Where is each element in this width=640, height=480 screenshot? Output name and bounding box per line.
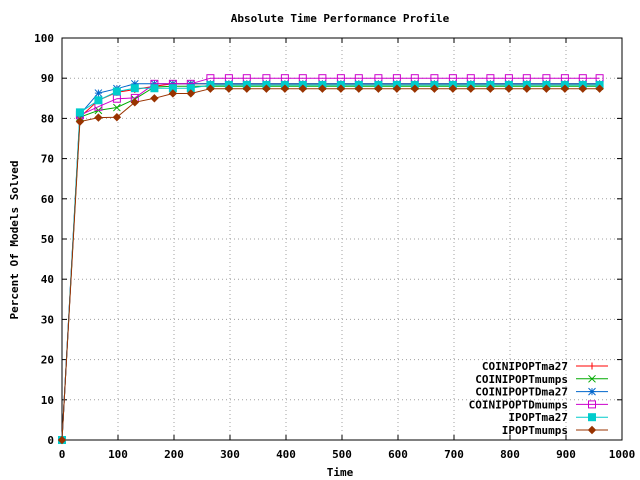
x-tick-label: 400	[276, 448, 296, 461]
data-point	[318, 84, 327, 93]
legend-swatch-marker	[588, 362, 596, 370]
legend-item: IPOPTma27	[508, 411, 608, 424]
data-point	[75, 117, 85, 126]
legend: COINIPOPTma27COINIPOPTmumpsCOINIPOPTDma2…	[469, 360, 608, 437]
x-tick-label: 600	[388, 448, 408, 461]
data-point	[466, 84, 476, 93]
y-tick-label: 30	[41, 313, 54, 326]
data-point	[94, 96, 103, 105]
x-tick-label: 0	[59, 448, 66, 461]
x-tick-label: 200	[164, 448, 184, 461]
x-tick-label: 800	[500, 448, 520, 461]
legend-item: COINIPOPTmumps	[475, 373, 608, 386]
legend-swatch-marker	[588, 374, 596, 383]
y-tick-label: 40	[41, 273, 54, 286]
data-point	[354, 84, 364, 93]
data-point	[57, 435, 67, 445]
data-point	[94, 89, 103, 97]
data-point	[298, 84, 308, 93]
data-point	[150, 94, 159, 103]
data-point	[75, 108, 84, 117]
legend-label: IPOPTmumps	[502, 424, 568, 437]
data-point	[224, 84, 234, 93]
data-point	[522, 84, 532, 93]
x-tick-label: 700	[444, 448, 464, 461]
data-point	[542, 84, 551, 93]
legend-item: COINIPOPTDma27	[475, 386, 608, 399]
data-point	[130, 79, 139, 88]
legend-item: COINIPOPTma27	[482, 360, 608, 373]
legend-swatch-marker	[588, 413, 596, 422]
data-point	[392, 84, 402, 93]
legend-label: COINIPOPTDma27	[475, 386, 568, 399]
data-point	[242, 84, 252, 93]
x-tick-label: 900	[556, 448, 576, 461]
legend-label: COINIPOPTma27	[482, 360, 568, 373]
y-tick-label: 70	[41, 153, 54, 166]
data-point	[262, 84, 271, 93]
legend-swatch-marker	[587, 425, 597, 435]
y-axis-label: Percent Of Models Solved	[8, 161, 21, 320]
y-tick-label: 50	[41, 233, 54, 246]
y-tick-label: 90	[41, 72, 54, 85]
y-tick-label: 80	[41, 112, 54, 125]
legend-swatch-marker	[588, 400, 596, 409]
data-point	[560, 84, 570, 93]
data-point	[150, 84, 159, 93]
legend-label: IPOPTma27	[508, 411, 568, 424]
data-point	[448, 84, 458, 93]
data-point	[280, 84, 290, 93]
data-point	[410, 84, 420, 93]
data-point	[112, 87, 121, 96]
data-point	[595, 84, 604, 93]
y-tick-label: 100	[34, 32, 54, 45]
data-point	[113, 103, 121, 112]
data-point	[430, 84, 439, 93]
data-point	[130, 84, 139, 93]
x-axis-label: Time	[327, 466, 354, 479]
y-tick-label: 20	[41, 354, 54, 367]
legend-label: COINIPOPTmumps	[475, 373, 568, 386]
legend-item: COINIPOPTDmumps	[469, 398, 608, 411]
data-point	[186, 89, 196, 98]
y-tick-label: 0	[47, 434, 54, 447]
x-tick-label: 100	[108, 448, 128, 461]
data-point	[578, 84, 588, 93]
legend-label: COINIPOPTDmumps	[469, 398, 568, 411]
y-tick-label: 60	[41, 193, 54, 206]
data-point	[374, 84, 383, 93]
series-IPOPTmumps	[57, 84, 604, 445]
x-tick-label: 1000	[609, 448, 636, 461]
data-point	[112, 112, 122, 122]
chart-title: Absolute Time Performance Profile	[231, 12, 450, 25]
data-point	[336, 84, 346, 93]
data-point	[486, 84, 495, 93]
y-tick-label: 10	[41, 394, 54, 407]
data-point	[206, 84, 215, 93]
x-tick-label: 500	[332, 448, 352, 461]
data-point	[94, 113, 103, 122]
data-point	[168, 89, 178, 98]
series-layer	[57, 74, 604, 445]
data-point	[130, 98, 140, 107]
data-point	[504, 84, 514, 93]
legend-item: IPOPTmumps	[502, 424, 608, 437]
legend-swatch-marker	[588, 387, 596, 396]
x-tick-label: 300	[220, 448, 240, 461]
axis-ticks: 0 100 200 300 400 500 600 700 800 900 1000 0 10 20 30 4…	[34, 32, 635, 461]
